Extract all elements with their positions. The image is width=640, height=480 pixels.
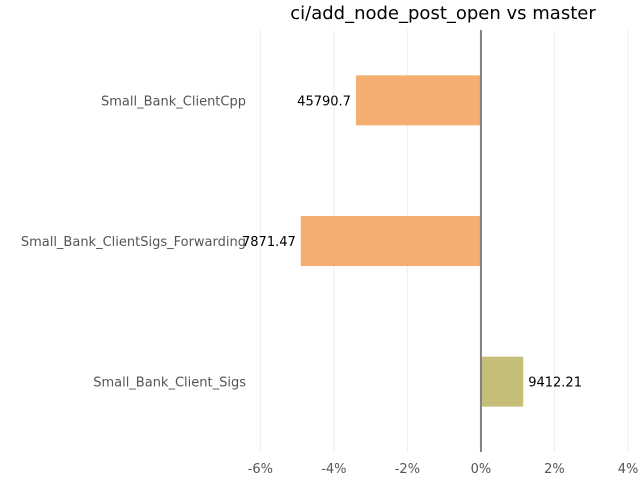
x-tick-label: 0%	[471, 462, 492, 477]
bar	[355, 75, 481, 126]
bars	[300, 75, 524, 407]
x-tick-label: -2%	[395, 462, 420, 477]
category-labels: Small_Bank_ClientCpp Small_Bank_ClientSig…	[21, 94, 246, 390]
chart-title: ci/add_node_post_open vs master	[290, 3, 596, 24]
x-tick-label: -4%	[321, 462, 346, 477]
x-tick-label: 2%	[544, 462, 565, 477]
bar	[480, 356, 524, 407]
x-axis-ticks: -6% -4% -2% 0% 2% 4%	[248, 462, 639, 477]
data-labels: 45790.7 7871.47 9412.21	[242, 94, 582, 390]
data-label: 9412.21	[528, 376, 582, 391]
data-label: 7871.47	[242, 235, 296, 250]
data-label: 45790.7	[297, 94, 351, 109]
category-label: Small_Bank_ClientCpp	[101, 94, 246, 109]
category-label: Small_Bank_Client_Sigs	[93, 376, 246, 391]
x-tick-label: -6%	[248, 462, 273, 477]
category-label: Small_Bank_ClientSigs_Forwarding	[21, 235, 246, 250]
x-tick-label: 4%	[618, 462, 639, 477]
bar	[300, 216, 481, 266]
